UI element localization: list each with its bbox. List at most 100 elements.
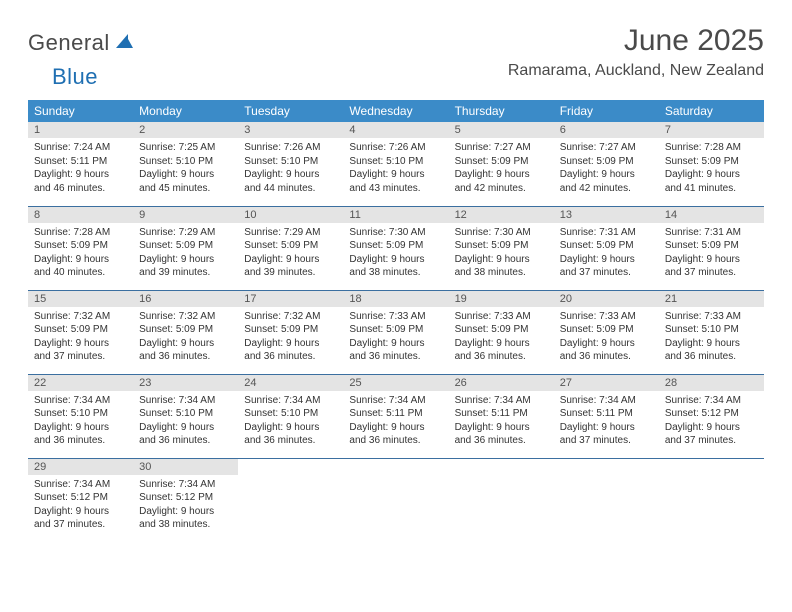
sunrise-line: Sunrise: 7:27 AM <box>560 141 653 155</box>
day-number: 17 <box>238 291 343 307</box>
day-number: 16 <box>133 291 238 307</box>
calendar-cell: 17Sunrise: 7:32 AMSunset: 5:09 PMDayligh… <box>238 290 343 374</box>
day-body: Sunrise: 7:32 AMSunset: 5:09 PMDaylight:… <box>133 307 238 370</box>
daylight-line: Daylight: 9 hours and 36 minutes. <box>244 337 337 364</box>
day-body: Sunrise: 7:34 AMSunset: 5:10 PMDaylight:… <box>238 391 343 454</box>
weekday-header: Monday <box>133 100 238 122</box>
calendar-cell <box>554 458 659 542</box>
sunrise-line: Sunrise: 7:29 AM <box>139 226 232 240</box>
calendar-cell: 28Sunrise: 7:34 AMSunset: 5:12 PMDayligh… <box>659 374 764 458</box>
sunset-line: Sunset: 5:11 PM <box>349 407 442 421</box>
day-body: Sunrise: 7:34 AMSunset: 5:12 PMDaylight:… <box>28 475 133 538</box>
daylight-line: Daylight: 9 hours and 45 minutes. <box>139 168 232 195</box>
calendar-cell: 12Sunrise: 7:30 AMSunset: 5:09 PMDayligh… <box>449 206 554 290</box>
day-body: Sunrise: 7:34 AMSunset: 5:11 PMDaylight:… <box>343 391 448 454</box>
sunset-line: Sunset: 5:10 PM <box>139 155 232 169</box>
day-number: 14 <box>659 207 764 223</box>
day-body: Sunrise: 7:32 AMSunset: 5:09 PMDaylight:… <box>238 307 343 370</box>
day-body: Sunrise: 7:34 AMSunset: 5:11 PMDaylight:… <box>554 391 659 454</box>
sunrise-line: Sunrise: 7:34 AM <box>139 478 232 492</box>
day-number: 3 <box>238 122 343 138</box>
calendar-cell: 29Sunrise: 7:34 AMSunset: 5:12 PMDayligh… <box>28 458 133 542</box>
sunset-line: Sunset: 5:10 PM <box>349 155 442 169</box>
day-number: 8 <box>28 207 133 223</box>
sunrise-line: Sunrise: 7:24 AM <box>34 141 127 155</box>
daylight-line: Daylight: 9 hours and 38 minutes. <box>455 253 548 280</box>
calendar-row: 1Sunrise: 7:24 AMSunset: 5:11 PMDaylight… <box>28 122 764 206</box>
sunset-line: Sunset: 5:11 PM <box>34 155 127 169</box>
sunset-line: Sunset: 5:12 PM <box>139 491 232 505</box>
daylight-line: Daylight: 9 hours and 36 minutes. <box>139 337 232 364</box>
sunrise-line: Sunrise: 7:28 AM <box>34 226 127 240</box>
day-number: 4 <box>343 122 448 138</box>
sunset-line: Sunset: 5:11 PM <box>560 407 653 421</box>
sunrise-line: Sunrise: 7:27 AM <box>455 141 548 155</box>
sunrise-line: Sunrise: 7:34 AM <box>349 394 442 408</box>
calendar-cell: 16Sunrise: 7:32 AMSunset: 5:09 PMDayligh… <box>133 290 238 374</box>
sunset-line: Sunset: 5:12 PM <box>34 491 127 505</box>
day-body: Sunrise: 7:29 AMSunset: 5:09 PMDaylight:… <box>133 223 238 286</box>
day-body: Sunrise: 7:30 AMSunset: 5:09 PMDaylight:… <box>343 223 448 286</box>
daylight-line: Daylight: 9 hours and 37 minutes. <box>560 421 653 448</box>
day-number: 6 <box>554 122 659 138</box>
sunrise-line: Sunrise: 7:29 AM <box>244 226 337 240</box>
calendar-cell: 14Sunrise: 7:31 AMSunset: 5:09 PMDayligh… <box>659 206 764 290</box>
day-body: Sunrise: 7:33 AMSunset: 5:09 PMDaylight:… <box>554 307 659 370</box>
day-body: Sunrise: 7:27 AMSunset: 5:09 PMDaylight:… <box>554 138 659 201</box>
sunrise-line: Sunrise: 7:25 AM <box>139 141 232 155</box>
calendar-cell: 13Sunrise: 7:31 AMSunset: 5:09 PMDayligh… <box>554 206 659 290</box>
weekday-header: Sunday <box>28 100 133 122</box>
sunset-line: Sunset: 5:10 PM <box>665 323 758 337</box>
calendar-cell: 6Sunrise: 7:27 AMSunset: 5:09 PMDaylight… <box>554 122 659 206</box>
logo-text-general: General <box>28 30 110 56</box>
sunset-line: Sunset: 5:09 PM <box>560 239 653 253</box>
sunrise-line: Sunrise: 7:34 AM <box>560 394 653 408</box>
daylight-line: Daylight: 9 hours and 40 minutes. <box>34 253 127 280</box>
location: Ramarama, Auckland, New Zealand <box>508 62 764 80</box>
calendar-cell <box>343 458 448 542</box>
sunset-line: Sunset: 5:09 PM <box>665 155 758 169</box>
sunrise-line: Sunrise: 7:31 AM <box>665 226 758 240</box>
weekday-header: Saturday <box>659 100 764 122</box>
day-body: Sunrise: 7:30 AMSunset: 5:09 PMDaylight:… <box>449 223 554 286</box>
sunset-line: Sunset: 5:09 PM <box>560 323 653 337</box>
daylight-line: Daylight: 9 hours and 36 minutes. <box>34 421 127 448</box>
sunset-line: Sunset: 5:09 PM <box>560 155 653 169</box>
day-number: 30 <box>133 459 238 475</box>
sunrise-line: Sunrise: 7:30 AM <box>455 226 548 240</box>
sunrise-line: Sunrise: 7:34 AM <box>244 394 337 408</box>
sunrise-line: Sunrise: 7:31 AM <box>560 226 653 240</box>
day-number: 24 <box>238 375 343 391</box>
sunrise-line: Sunrise: 7:28 AM <box>665 141 758 155</box>
sunrise-line: Sunrise: 7:26 AM <box>244 141 337 155</box>
day-number: 2 <box>133 122 238 138</box>
calendar-row: 15Sunrise: 7:32 AMSunset: 5:09 PMDayligh… <box>28 290 764 374</box>
day-number: 19 <box>449 291 554 307</box>
calendar-row: 8 Sunrise: 7:28 AM Sunset: 5:09 PM Daylight… <box>28 206 764 290</box>
daylight-line: Daylight: 9 hours and 36 minutes. <box>455 337 548 364</box>
day-body: Sunrise: 7:27 AMSunset: 5:09 PMDaylight:… <box>449 138 554 201</box>
day-body: Sunrise: 7:26 AMSunset: 5:10 PMDaylight:… <box>238 138 343 201</box>
day-body: Sunrise: 7:34 AMSunset: 5:11 PMDaylight:… <box>449 391 554 454</box>
day-body: Sunrise: 7:33 AMSunset: 5:09 PMDaylight:… <box>343 307 448 370</box>
day-number: 25 <box>343 375 448 391</box>
sunset-line: Sunset: 5:11 PM <box>455 407 548 421</box>
calendar-cell: 3Sunrise: 7:26 AMSunset: 5:10 PMDaylight… <box>238 122 343 206</box>
daylight-line: Daylight: 9 hours and 37 minutes. <box>34 337 127 364</box>
daylight-line: Daylight: 9 hours and 37 minutes. <box>665 253 758 280</box>
weekday-header: Tuesday <box>238 100 343 122</box>
sunrise-line: Sunrise: 7:32 AM <box>244 310 337 324</box>
daylight-line: Daylight: 9 hours and 44 minutes. <box>244 168 337 195</box>
sunset-line: Sunset: 5:12 PM <box>665 407 758 421</box>
day-number: 9 <box>133 207 238 223</box>
daylight-line: Daylight: 9 hours and 46 minutes. <box>34 168 127 195</box>
daylight-line: Daylight: 9 hours and 39 minutes. <box>139 253 232 280</box>
sunrise-line: Sunrise: 7:34 AM <box>34 478 127 492</box>
day-number: 11 <box>343 207 448 223</box>
day-body: Sunrise: 7:31 AMSunset: 5:09 PMDaylight:… <box>659 223 764 286</box>
daylight-line: Daylight: 9 hours and 36 minutes. <box>244 421 337 448</box>
calendar-cell: 27Sunrise: 7:34 AMSunset: 5:11 PMDayligh… <box>554 374 659 458</box>
day-number: 18 <box>343 291 448 307</box>
day-body: Sunrise: 7:28 AMSunset: 5:09 PMDaylight:… <box>659 138 764 201</box>
day-body: Sunrise: 7:29 AMSunset: 5:09 PMDaylight:… <box>238 223 343 286</box>
